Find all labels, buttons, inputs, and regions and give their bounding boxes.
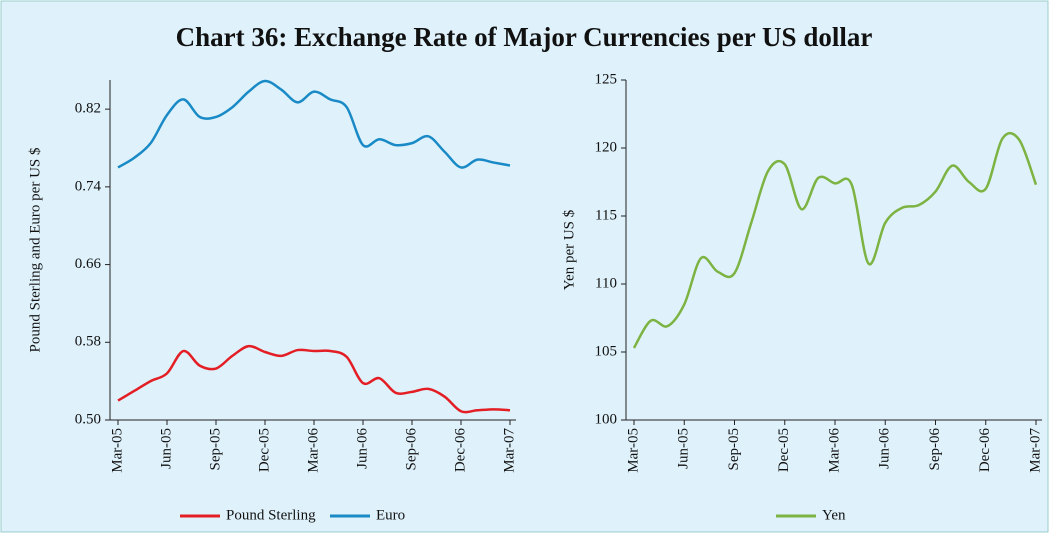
x-tick-label: Jun-05 bbox=[158, 428, 174, 469]
x-tick-label: Sep-06 bbox=[927, 428, 943, 471]
x-tick-label: Mar-05 bbox=[625, 428, 641, 473]
x-tick-label: Sep-05 bbox=[726, 428, 742, 471]
x-tick-label: Dec-06 bbox=[977, 428, 993, 473]
x-tick-label: Mar-05 bbox=[109, 428, 125, 473]
y-tick-label: 0.74 bbox=[75, 178, 102, 194]
y-tick-label: 110 bbox=[595, 275, 617, 291]
legend-label: Pound Sterling bbox=[226, 507, 316, 523]
x-tick-label: Dec-05 bbox=[256, 428, 272, 472]
y-tick-label: 0.58 bbox=[75, 334, 101, 350]
x-tick-label: Mar-06 bbox=[305, 428, 321, 473]
x-tick-label: Mar-06 bbox=[826, 428, 842, 473]
y-tick-label: 0.82 bbox=[75, 101, 101, 117]
legend-label: Yen bbox=[822, 507, 846, 523]
series-line bbox=[632, 131, 1038, 349]
x-tick-label: Mar-07 bbox=[1027, 428, 1043, 473]
y-tick-label: 0.50 bbox=[75, 411, 101, 427]
y-tick-label: 100 bbox=[595, 411, 618, 427]
y-tick-label: 105 bbox=[595, 343, 618, 359]
series-line bbox=[117, 79, 511, 169]
x-tick-label: Jun-05 bbox=[676, 428, 692, 469]
x-tick-label: Sep-05 bbox=[207, 428, 223, 471]
y-axis-label: Pound Sterling and Euro per US $ bbox=[27, 147, 43, 352]
x-tick-label: Dec-06 bbox=[452, 428, 468, 473]
x-tick-label: Dec-05 bbox=[776, 428, 792, 472]
y-axis-label: Yen per US $ bbox=[561, 209, 577, 290]
y-tick-label: 125 bbox=[595, 71, 618, 87]
x-tick-label: Sep-06 bbox=[403, 428, 419, 471]
y-tick-label: 0.66 bbox=[75, 256, 102, 272]
y-tick-label: 115 bbox=[595, 207, 617, 223]
x-tick-label: Mar-07 bbox=[501, 428, 517, 473]
legend-label: Euro bbox=[376, 507, 405, 523]
y-tick-label: 120 bbox=[595, 139, 618, 155]
x-tick-label: Jun-06 bbox=[354, 428, 370, 469]
series-line bbox=[117, 344, 511, 414]
chart-title: Chart 36: Exchange Rate of Major Currenc… bbox=[176, 22, 873, 52]
x-tick-label: Jun-06 bbox=[877, 428, 893, 469]
